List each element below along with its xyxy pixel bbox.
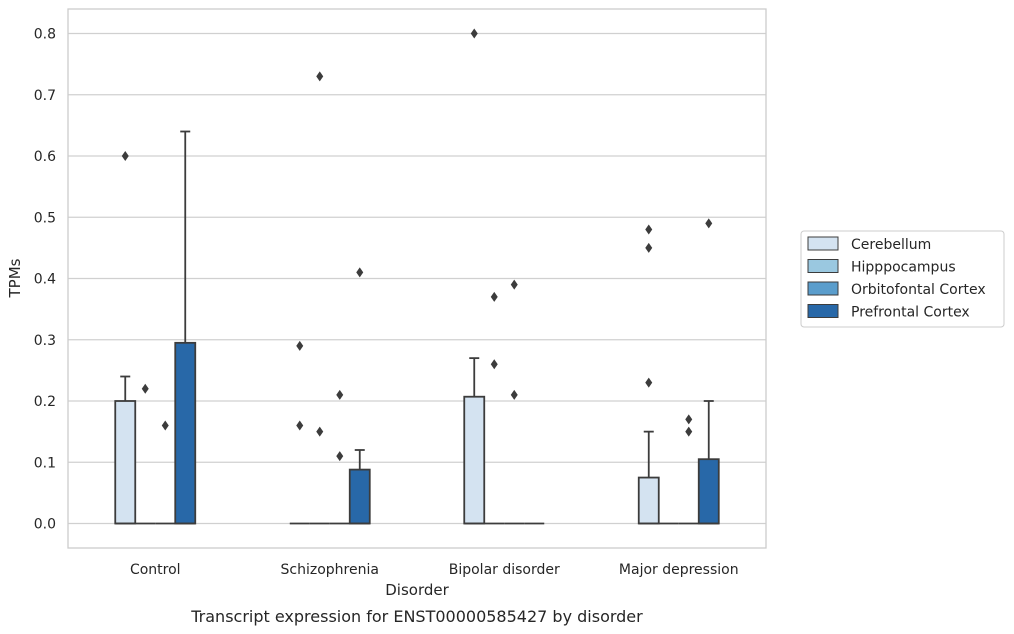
outlier-point: [685, 426, 693, 437]
legend-label: Orbitofontal Cortex: [851, 282, 986, 298]
box: [463, 395, 486, 525]
box-group: [309, 71, 330, 525]
outlier-point: [490, 291, 498, 302]
outlier-point: [121, 151, 129, 161]
outlier-point: [510, 389, 518, 400]
outlier-point: [316, 71, 324, 82]
box-group: [463, 28, 486, 525]
outlier-point: [296, 420, 304, 431]
legend-label: Prefrontal Cortex: [851, 305, 970, 321]
x-tick-labels: Control Schizophrenia Bipolar disorder Majo…: [130, 562, 739, 578]
plot-frame: [67, 8, 767, 549]
outlier-point: [490, 359, 498, 370]
x-tick-label: Major depression: [619, 562, 739, 578]
legend-swatch: [807, 304, 839, 318]
box: [348, 468, 371, 525]
legend-label: Hipppocampus: [851, 260, 956, 276]
y-tick-labels: 0.0 0.1 0.2 0.3 0.4 0.5 0.6 0.7 0.8: [34, 27, 56, 533]
y-tick-label: 0.8: [34, 27, 56, 43]
box-group: [155, 420, 176, 525]
box-group: [697, 218, 720, 525]
x-axis-label: Disorder: [385, 581, 449, 599]
y-tick-label: 0.7: [34, 88, 56, 104]
outlier-point: [316, 426, 324, 437]
outlier-point: [685, 414, 693, 425]
box-group: [504, 279, 525, 525]
x-tick-label: Schizophrenia: [281, 562, 379, 578]
box-group: [348, 267, 371, 525]
y-tick-label: 0.1: [34, 455, 56, 471]
box-group: [484, 291, 505, 525]
outlier-point: [161, 420, 169, 431]
outlier-point: [645, 377, 653, 388]
outlier-point: [645, 242, 653, 253]
x-tick-label: Bipolar disorder: [449, 562, 560, 578]
y-tick-label: 0.4: [34, 272, 56, 288]
outlier-point: [296, 340, 304, 351]
x-tick-label: Control: [130, 562, 181, 578]
outlier-point: [356, 267, 364, 278]
legend-swatch: [807, 281, 839, 296]
y-tick-label: 0.5: [34, 210, 56, 226]
boxes: [114, 28, 720, 525]
box: [174, 341, 197, 525]
box-group: [637, 224, 660, 525]
box-group: [174, 130, 197, 525]
outlier-point: [510, 279, 518, 290]
legend: Cerebellum Hipppocampus Orbitofontal Corte…: [800, 230, 1005, 328]
y-tick-label: 0.2: [34, 394, 56, 410]
legend-swatch: [807, 236, 839, 251]
outlier-point: [141, 383, 149, 394]
box-group: [678, 414, 699, 525]
box-group: [289, 340, 310, 525]
outlier-point: [645, 224, 653, 235]
y-axis-label: TPMs: [6, 258, 24, 298]
legend-label: Cerebellum: [851, 237, 931, 253]
box: [114, 400, 137, 525]
y-tick-label: 0.6: [34, 149, 56, 165]
box-group: [329, 389, 350, 525]
legend-frame: [800, 230, 1005, 328]
y-tick-label: 0.3: [34, 333, 56, 349]
y-tick-label: 0.0: [34, 517, 56, 533]
box: [637, 476, 660, 525]
outlier-point: [336, 451, 344, 462]
box-group: [114, 151, 137, 525]
box: [697, 458, 720, 525]
legend-swatch: [807, 259, 839, 273]
chart-caption: Transcript expression for ENST0000058542…: [190, 607, 643, 626]
outlier-point: [705, 218, 713, 229]
box-group: [135, 383, 156, 525]
outlier-point: [470, 28, 478, 39]
outlier-point: [336, 389, 344, 400]
